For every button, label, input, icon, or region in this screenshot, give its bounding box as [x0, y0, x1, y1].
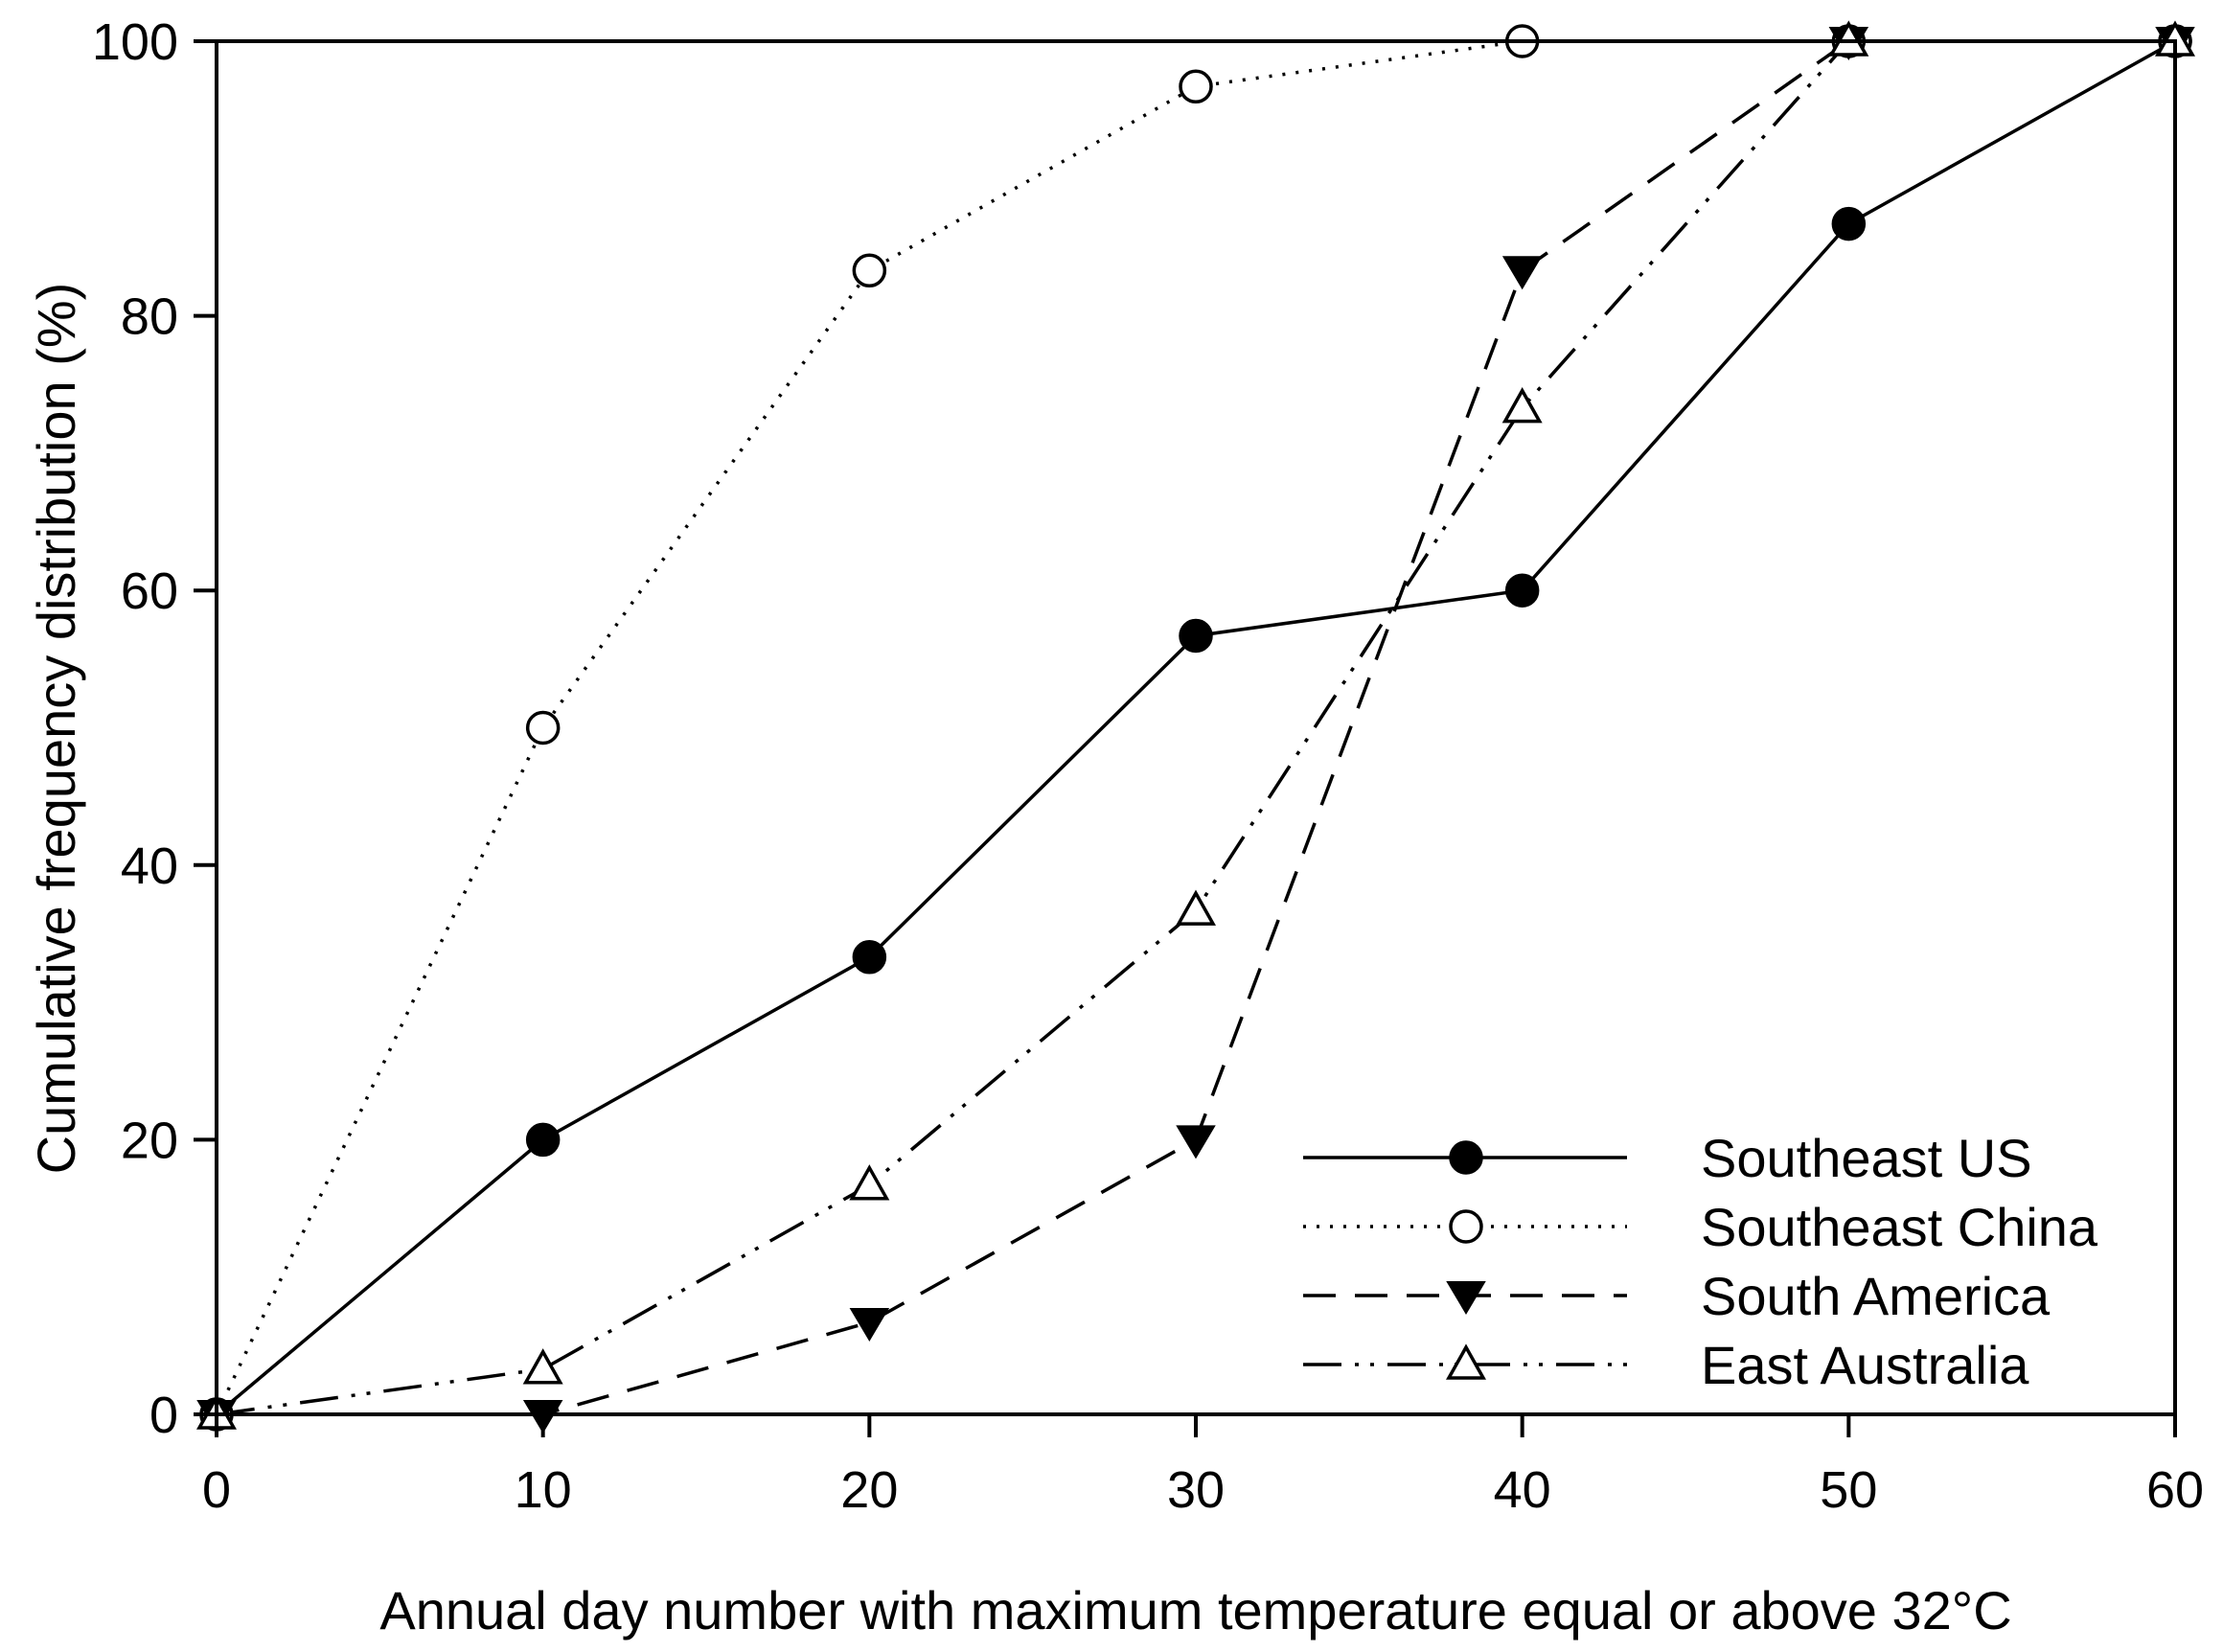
data-point-southeast-us — [1179, 618, 1213, 654]
data-point-east-australia — [849, 1164, 890, 1201]
legend-label-south-america: South America — [1701, 1266, 2051, 1326]
x-axis-label: Annual day number with maximum temperatu… — [379, 1580, 2011, 1641]
data-point-southeast-us — [1504, 573, 1540, 608]
y-tick-label: 20 — [121, 1112, 178, 1169]
legend-label-east-australia: East Australia — [1701, 1335, 2029, 1395]
data-point-southeast-us — [525, 1122, 561, 1158]
y-tick-label: 0 — [149, 1387, 178, 1444]
data-point-east-australia — [522, 1348, 563, 1385]
legend-marker-south-america — [1446, 1281, 1486, 1315]
y-tick-label: 40 — [121, 837, 178, 895]
legend-marker-east-australia — [1446, 1343, 1486, 1380]
data-point-south-america — [1501, 256, 1543, 290]
data-point-southeast-china — [1179, 69, 1213, 104]
data-point-southeast-us — [852, 940, 887, 975]
legend-label-southeast-china: Southeast China — [1701, 1197, 2098, 1257]
x-axis-ticks: 0 10 20 30 40 50 60 — [202, 1414, 2204, 1519]
y-axis-ticks: 0 20 40 60 80 100 — [92, 13, 217, 1444]
x-tick-label: 20 — [840, 1461, 898, 1519]
data-point-southeast-china — [525, 710, 561, 746]
y-tick-label: 60 — [121, 562, 178, 620]
legend-marker-southeast-us — [1449, 1140, 1483, 1175]
x-tick-label: 50 — [1820, 1461, 1877, 1519]
data-point-east-australia — [1501, 387, 1543, 424]
y-tick-label: 100 — [92, 13, 178, 71]
data-point-south-america — [849, 1307, 890, 1342]
legend-marker-southeast-china — [1449, 1209, 1483, 1244]
y-tick-label: 80 — [121, 288, 178, 346]
legend: Southeast US Southeast China South America… — [1303, 1128, 2098, 1395]
x-tick-label: 40 — [1494, 1461, 1551, 1519]
data-point-east-australia — [1176, 889, 1216, 926]
x-tick-label: 30 — [1167, 1461, 1225, 1519]
x-tick-label: 10 — [515, 1461, 572, 1519]
data-point-south-america — [1176, 1125, 1216, 1159]
data-point-southeast-us — [1831, 206, 1867, 241]
y-axis-label: Cumulative frequency distribution (%) — [26, 283, 86, 1175]
x-tick-label: 60 — [2146, 1461, 2204, 1519]
data-point-southeast-china — [852, 253, 887, 288]
x-tick-label: 0 — [202, 1461, 231, 1519]
legend-label-southeast-us: Southeast US — [1701, 1128, 2032, 1188]
